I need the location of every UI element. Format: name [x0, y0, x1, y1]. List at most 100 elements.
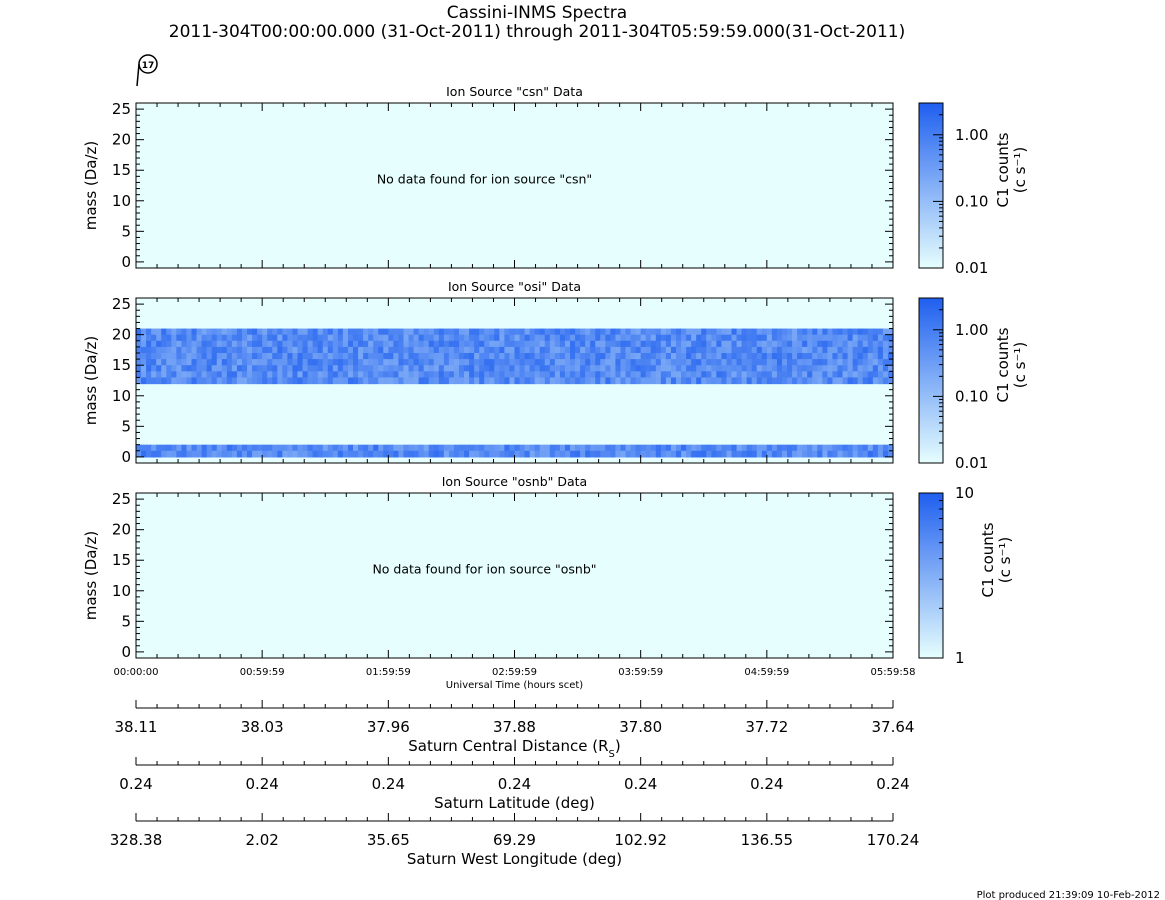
panel-1-band-1-cell: [655, 365, 662, 372]
panel-1-band-1-cell: [600, 334, 606, 342]
panel-1-band-1-cell: [186, 353, 193, 360]
panel-1-band-0-cell: [307, 450, 314, 458]
panel-1-band-1-cell: [852, 346, 859, 354]
panel-1-band-1-cell: [297, 334, 304, 342]
panel-1-band-1-cell: [539, 353, 546, 360]
panel-1-band-0-cell: [812, 450, 818, 458]
panel-1-band-1-cell: [746, 371, 753, 379]
panel-1-band-1-cell: [418, 365, 425, 372]
panel-1-band-1-cell: [741, 334, 748, 342]
panel-1-band-1-cell: [751, 328, 758, 336]
panel-1-band-0-cell: [398, 450, 405, 458]
panel-1-band-1-cell: [474, 346, 480, 354]
panel-1-band-1-cell: [247, 353, 253, 360]
panel-1-band-0-cell: [650, 444, 657, 452]
panel-1-band-1-cell: [605, 359, 611, 366]
panel-1-band-1-cell: [514, 346, 521, 354]
panel-1-band-1-cell: [161, 334, 167, 342]
panel-1-band-1-cell: [625, 377, 632, 385]
panel-1-band-1-cell: [156, 359, 162, 366]
ephem-axis-2-label: Saturn West Longitude (deg): [407, 850, 622, 868]
panel-1-band-1-cell: [514, 371, 521, 379]
panel-1-band-0-cell: [373, 450, 379, 458]
panel-1-band-1-cell: [867, 353, 874, 360]
panel-1-band-1-cell: [433, 340, 440, 348]
panel-1-band-0-cell: [317, 444, 324, 452]
panel-1-band-1-cell: [504, 340, 511, 348]
panel-1-band-1-cell: [494, 377, 500, 385]
panel-1-band-1-cell: [136, 359, 142, 366]
time-tick-label: 04:59:59: [744, 667, 789, 678]
panel-1-band-1-cell: [302, 346, 309, 354]
panel-1-band-1-cell: [887, 346, 894, 354]
panel-1-band-1-cell: [353, 346, 359, 354]
panel-1-band-1-cell: [675, 365, 682, 372]
panel-1-band-1-cell: [297, 353, 304, 360]
panel-1-band-0-cell: [353, 450, 359, 458]
panel-1-band-1-cell: [413, 377, 420, 385]
panel-1-band-1-cell: [867, 377, 874, 385]
panel-1-band-1-cell: [877, 328, 884, 336]
panel-1-band-0-cell: [353, 444, 359, 452]
panel-1-band-1-cell: [852, 340, 859, 348]
panel-1-band-1-cell: [226, 334, 233, 342]
panel-1-band-1-cell: [353, 365, 359, 372]
panel-1-band-1-cell: [216, 371, 223, 379]
panel-1-band-1-cell: [161, 359, 167, 366]
panel-1-band-1-cell: [625, 365, 632, 372]
panel-1-band-1-cell: [247, 340, 253, 348]
panel-1-band-0-cell: [337, 444, 344, 452]
panel-1-band-1-cell: [857, 377, 864, 385]
panel-1-band-1-cell: [756, 353, 763, 360]
ephem-axis-1-value: 0.24: [119, 775, 152, 793]
panel-1-band-1-cell: [378, 340, 384, 348]
panel-1-band-1-cell: [559, 346, 566, 354]
panel-1-band-1-cell: [252, 377, 258, 385]
panel-1-band-1-cell: [575, 359, 581, 366]
panel-1-band-1-cell: [474, 328, 480, 336]
panel-1-band-1-cell: [620, 359, 627, 366]
panel-1-band-1-cell: [882, 371, 889, 379]
panel-1-band-1-cell: [342, 371, 349, 379]
panel-1-band-1-cell: [484, 328, 490, 336]
panel-1-band-0-cell: [746, 444, 753, 452]
panel-1-band-1-cell: [342, 328, 349, 336]
panel-1-band-1-cell: [262, 365, 268, 372]
panel-1-band-1-cell: [660, 353, 667, 360]
panel-1-band-0-cell: [332, 444, 339, 452]
panel-1-band-1-cell: [817, 365, 823, 372]
panel-2-title: Ion Source "osnb" Data: [442, 474, 587, 489]
panel-1-band-1-cell: [317, 365, 324, 372]
panel-1-band-1-cell: [726, 334, 733, 342]
panel-1-band-0-cell: [590, 444, 596, 452]
panel-1-band-1-cell: [231, 359, 238, 366]
panel-1-band-1-cell: [216, 365, 223, 372]
panel-1-band-1-cell: [564, 377, 571, 385]
panel-1-band-1-cell: [206, 346, 213, 354]
panel-1-band-0-cell: [358, 444, 364, 452]
panel-1-band-1-cell: [292, 353, 299, 360]
panel-1-band-1-cell: [156, 371, 162, 379]
panel-1-band-1-cell: [675, 359, 682, 366]
panel-1-band-1-cell: [852, 353, 859, 360]
panel-1-band-1-cell: [549, 359, 556, 366]
panel-1-band-0-cell: [161, 450, 167, 458]
panel-1-band-1-cell: [857, 353, 864, 360]
panel-1-band-1-cell: [191, 371, 198, 379]
panel-1-band-1-cell: [267, 377, 273, 385]
panel-1-band-0-cell: [504, 444, 511, 452]
panel-1-band-1-cell: [721, 359, 728, 366]
panel-1-band-1-cell: [802, 334, 808, 342]
panel-1-band-1-cell: [630, 334, 637, 342]
panel-1-band-1-cell: [504, 328, 511, 336]
panel-1-band-0-cell: [857, 450, 864, 458]
panel-1-band-1-cell: [464, 377, 470, 385]
panel-1-band-1-cell: [474, 334, 480, 342]
panel-1-band-1-cell: [872, 334, 879, 342]
panel-1-band-1-cell: [292, 328, 299, 336]
panel-1-band-1-cell: [494, 340, 500, 348]
panel-1-band-1-cell: [882, 334, 889, 342]
panel-1-band-0-cell: [872, 444, 879, 452]
panel-1-band-1-cell: [660, 346, 667, 354]
panel-1-band-0-cell: [176, 450, 183, 458]
